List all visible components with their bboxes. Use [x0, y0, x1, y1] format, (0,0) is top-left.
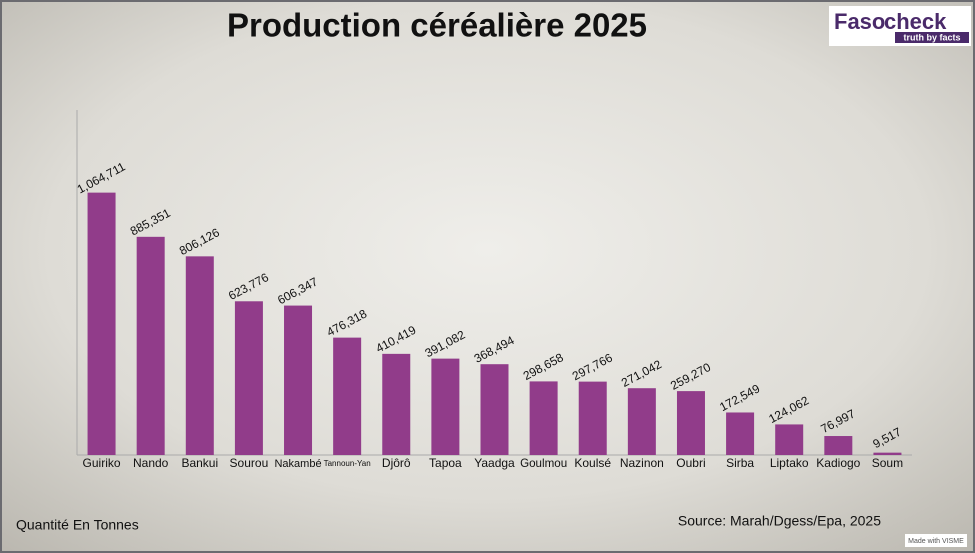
x-tick-label: Nazinon	[620, 456, 664, 470]
x-tick-label: Guiriko	[83, 456, 121, 470]
x-tick-label: Djôrô	[382, 456, 411, 470]
x-tick-label: Koulsé	[574, 456, 611, 470]
bar	[480, 364, 509, 455]
bar	[726, 412, 755, 455]
x-tick-label: Sourou	[230, 456, 269, 470]
bar	[431, 358, 460, 455]
bar	[873, 452, 902, 455]
bar	[676, 391, 705, 455]
x-tick-label: Nando	[133, 456, 169, 470]
bar	[234, 301, 263, 455]
x-tick-label: Liptako	[770, 456, 809, 470]
watermark: Made with VISME	[908, 538, 964, 545]
bar	[775, 424, 804, 455]
logo-name: check	[884, 9, 947, 34]
x-tick-label: Yaadga	[474, 456, 515, 470]
bar	[627, 388, 656, 455]
x-tick-label: Tapoa	[429, 456, 462, 470]
chart-title: Production céréalière 2025	[227, 7, 647, 44]
bar	[284, 305, 313, 455]
source: Source: Marah/Dgess/Epa, 2025	[678, 513, 881, 529]
watermark-box	[905, 534, 967, 547]
unit-label: Quantité En Tonnes	[16, 517, 139, 533]
bar	[824, 436, 853, 455]
bar	[578, 381, 607, 455]
logo-name: Faso	[834, 9, 885, 34]
logo-tag-box	[895, 32, 969, 43]
bar	[185, 256, 214, 455]
x-tick-label: Sirba	[726, 456, 754, 470]
x-tick-label: Oubri	[676, 456, 705, 470]
bar	[529, 381, 558, 455]
x-tick-label: Kadiogo	[816, 456, 860, 470]
x-tick-label: Tannoun-Yan	[324, 459, 371, 468]
logo-tagline: truth by facts	[903, 32, 960, 42]
x-tick-label: Bankui	[181, 456, 218, 470]
bar	[136, 236, 165, 455]
x-tick-label: Nakambé	[274, 458, 321, 470]
bar	[382, 353, 411, 455]
x-tick-label: Goulmou	[520, 457, 567, 470]
bar	[333, 337, 362, 455]
bar	[87, 192, 116, 455]
x-tick-label: Soum	[872, 456, 903, 470]
